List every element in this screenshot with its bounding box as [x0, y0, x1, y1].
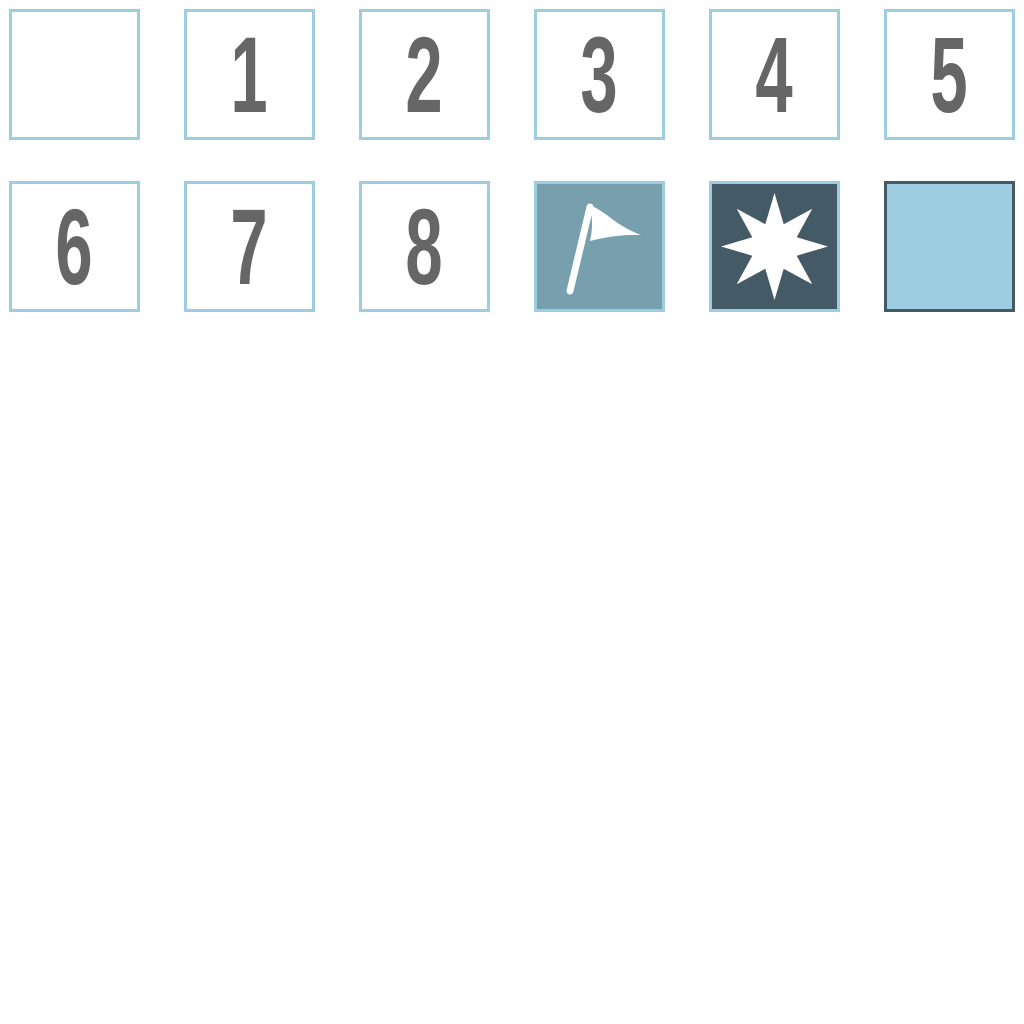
tile-number-7[interactable]: 7 [184, 181, 315, 312]
mine-icon [721, 193, 828, 300]
tile-number-2[interactable]: 2 [359, 9, 490, 140]
tile-number-5[interactable]: 5 [884, 9, 1015, 140]
flag-icon [566, 203, 641, 295]
tile-number-8[interactable]: 8 [359, 181, 490, 312]
tile-number-label: 7 [230, 185, 269, 307]
tile-revealed-empty[interactable] [9, 9, 140, 140]
tile-number-label: 1 [230, 13, 269, 135]
tile-number-label: 2 [405, 13, 444, 135]
tile-number-label: 8 [405, 185, 444, 307]
tile-mine[interactable] [709, 181, 840, 312]
tile-number-label: 3 [580, 13, 619, 135]
tile-number-4[interactable]: 4 [709, 9, 840, 140]
tile-number-1[interactable]: 1 [184, 9, 315, 140]
tile-number-label: 5 [930, 13, 969, 135]
tile-hidden[interactable] [884, 181, 1015, 312]
tile-flag[interactable] [534, 181, 665, 312]
tile-number-label: 4 [755, 13, 794, 135]
tile-number-3[interactable]: 3 [534, 9, 665, 140]
tile-number-label: 6 [55, 185, 94, 307]
tile-number-6[interactable]: 6 [9, 181, 140, 312]
